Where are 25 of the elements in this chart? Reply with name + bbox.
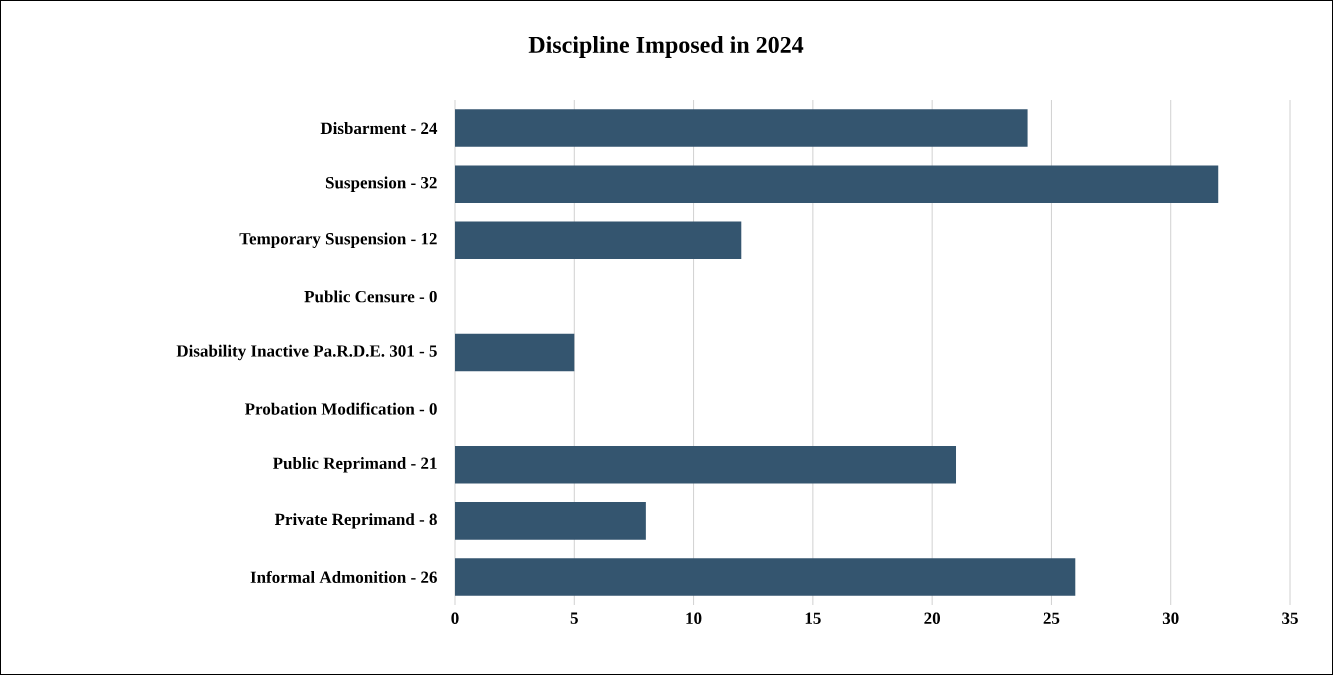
y-tick-label: Temporary Suspension - 12 <box>239 232 437 249</box>
bar <box>455 502 646 540</box>
y-tick-label: Suspension - 32 <box>325 176 437 192</box>
bar <box>455 165 1219 203</box>
x-tick-label: 25 <box>1043 612 1060 624</box>
bar <box>455 333 575 372</box>
bar <box>455 109 1028 147</box>
x-tick-label: 5 <box>570 612 578 624</box>
bar <box>455 558 1076 596</box>
bar <box>455 445 957 484</box>
y-tick-label: Private Reprimand - 8 <box>274 513 437 529</box>
y-tick-label: Public Reprimand - 21 <box>272 457 437 473</box>
x-tick-label: 30 <box>1162 612 1179 625</box>
x-tick-label: 10 <box>686 612 702 625</box>
x-tick-label: 0 <box>451 612 459 625</box>
y-tick-label: Disbarment - 24 <box>320 122 438 135</box>
x-tick-label: 20 <box>924 612 941 625</box>
y-tick-label: Disability Inactive Pa.R.D.E. 301 - 5 <box>176 344 437 361</box>
chart-title: Discipline Imposed in 2024 <box>528 36 804 58</box>
x-tick-label: 35 <box>1282 612 1298 624</box>
bar <box>455 221 742 260</box>
x-tick-label: 15 <box>805 612 821 624</box>
y-tick-label: Probation Modification - 0 <box>244 402 437 415</box>
y-tick-label: Informal Admonition - 26 <box>250 570 437 584</box>
y-tick-label: Public Censure - 0 <box>304 290 437 303</box>
